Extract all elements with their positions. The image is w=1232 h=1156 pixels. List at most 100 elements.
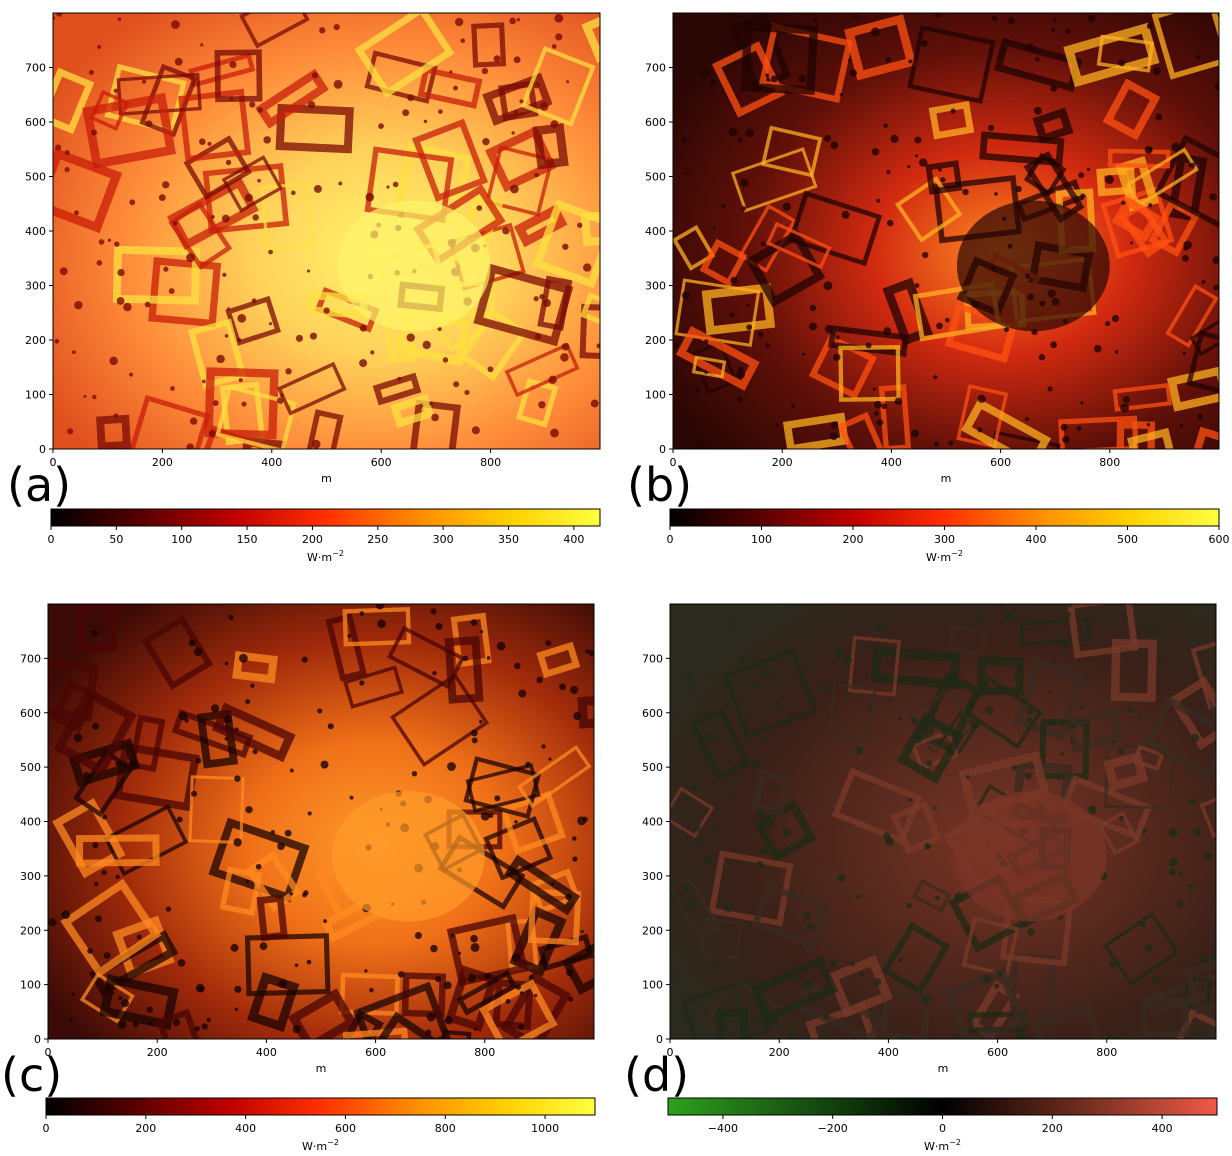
heatmap-image — [669, 603, 1217, 1040]
colorbar: 0 200 400 600 800 1000 W·m−2 — [43, 1097, 596, 1153]
x-tick-label: 600 — [987, 1046, 1008, 1059]
colorbar-label: W·m−2 — [302, 1138, 339, 1153]
colorbar: 0 100 200 300 400 500 600 W·m−2 — [667, 508, 1230, 564]
colorbar-tick-label: −400 — [708, 1122, 738, 1135]
x-tick-label: 600 — [371, 456, 392, 469]
colorbar-tick-label: 350 — [498, 533, 519, 546]
colorbar-tick-label: 200 — [1042, 1122, 1063, 1135]
y-tick-label: 500 — [20, 761, 41, 774]
heatmap-image — [672, 12, 1220, 450]
x-tick-label: 200 — [769, 1046, 790, 1059]
y-tick-label: 200 — [25, 334, 46, 347]
x-axis: 0 200 400 600 800 m — [670, 449, 1120, 485]
x-tick-label: 400 — [878, 1046, 899, 1059]
y-tick-label: 200 — [642, 924, 663, 937]
colorbar-gradient — [669, 508, 1220, 527]
y-tick-label: 700 — [645, 62, 666, 75]
colorbar-tick-label: 0 — [43, 1122, 50, 1135]
x-tick-label: 200 — [152, 456, 173, 469]
colorbar-tick-label: 0 — [667, 533, 674, 546]
x-axis-label: m — [316, 1062, 327, 1075]
y-axis: 0 100 200 300 400 500 600 700 — [645, 62, 673, 456]
colorbar-tick-label: 250 — [367, 533, 388, 546]
y-tick-label: 300 — [642, 870, 663, 883]
colorbar-tick-label: 400 — [1026, 533, 1047, 546]
x-tick-label: 400 — [261, 456, 282, 469]
colorbar-tick-label: −200 — [818, 1122, 848, 1135]
heatmap-texture — [53, 13, 600, 449]
y-tick-label: 400 — [642, 816, 663, 829]
panel-label: (b) — [627, 458, 692, 512]
x-tick-label: 0 — [667, 1046, 674, 1059]
x-tick-label: 0 — [50, 456, 57, 469]
x-tick-label: 200 — [772, 456, 793, 469]
panel-label: (c) — [1, 1048, 62, 1102]
colorbar-label-exponent: −2 — [327, 1138, 339, 1147]
colorbar-tick-label: 200 — [843, 533, 864, 546]
y-tick-label: 100 — [642, 979, 663, 992]
x-tick-label: 600 — [365, 1046, 386, 1059]
y-tick-label: 300 — [25, 280, 46, 293]
colorbar-tick-label: 800 — [435, 1122, 456, 1135]
x-tick-label: 600 — [990, 456, 1011, 469]
y-tick-label: 400 — [20, 816, 41, 829]
colorbar-tick-label: 300 — [934, 533, 955, 546]
colorbar-tick-label: 200 — [302, 533, 323, 546]
x-tick-label: 400 — [881, 456, 902, 469]
colorbar: −400 −200 0 200 400 W·m−2 — [667, 1097, 1218, 1153]
y-tick-label: 500 — [642, 761, 663, 774]
colorbar-tick-label: 600 — [335, 1122, 356, 1135]
y-axis: 0 100 200 300 400 500 600 700 — [642, 652, 670, 1046]
heatmap-image — [47, 603, 595, 1040]
y-tick-label: 600 — [642, 707, 663, 720]
x-tick-label: 200 — [147, 1046, 168, 1059]
colorbar-gradient — [667, 1097, 1218, 1116]
heatmap-background — [670, 604, 1216, 1039]
colorbar-label-exponent: −2 — [951, 549, 963, 558]
colorbar-gradient — [45, 1097, 596, 1116]
y-tick-label: 200 — [20, 924, 41, 937]
heatmap-texture — [48, 604, 594, 1039]
colorbar-tick-label: 1000 — [531, 1122, 559, 1135]
y-tick-label: 300 — [20, 870, 41, 883]
y-tick-label: 300 — [645, 280, 666, 293]
y-tick-label: 500 — [645, 171, 666, 184]
panel-label: (d) — [624, 1048, 689, 1102]
x-axis-label: m — [321, 472, 332, 485]
colorbar-tick-label: 150 — [237, 533, 258, 546]
y-tick-label: 600 — [645, 116, 666, 129]
panel-2: 0 200 400 600 800m0100200300400500600700(b)0… — [627, 12, 1230, 564]
panel-3: 0 200 400 600 800m0100200300400500600700(c)0… — [1, 603, 596, 1153]
colorbar-tick-label: 100 — [751, 533, 772, 546]
y-tick-label: 600 — [20, 707, 41, 720]
colorbar: 0 50 100 150 200 250 300 350 400 W·m−2 — [48, 508, 601, 564]
y-tick-label: 200 — [645, 334, 666, 347]
colorbar-tick-label: 100 — [171, 533, 192, 546]
heatmap-texture — [673, 13, 1219, 449]
y-tick-label: 600 — [25, 116, 46, 129]
y-axis: 0 100 200 300 400 500 600 700 — [25, 62, 53, 456]
colorbar-tick-label: 400 — [563, 533, 584, 546]
y-tick-label: 400 — [645, 225, 666, 238]
y-tick-label: 0 — [39, 443, 46, 456]
y-tick-label: 500 — [25, 171, 46, 184]
y-tick-label: 0 — [659, 443, 666, 456]
x-tick-label: 800 — [1099, 456, 1120, 469]
colorbar-tick-label: 400 — [235, 1122, 256, 1135]
x-tick-label: 0 — [45, 1046, 52, 1059]
colorbar-label: W·m−2 — [307, 549, 344, 564]
y-tick-label: 100 — [25, 389, 46, 402]
colorbar-tick-label: 0 — [48, 533, 55, 546]
heatmap-texture — [670, 604, 1216, 1039]
y-tick-label: 100 — [645, 389, 666, 402]
x-axis: 0 200 400 600 800 m — [50, 449, 501, 485]
y-tick-label: 700 — [20, 652, 41, 665]
y-tick-label: 0 — [656, 1033, 663, 1046]
x-tick-label: 0 — [670, 456, 677, 469]
x-axis: 0 200 400 600 800 m — [667, 1039, 1117, 1075]
panel-1: 0 200 400 600 800m0100200300400500600700(a)0… — [7, 12, 601, 564]
panel-label: (a) — [7, 458, 71, 512]
x-tick-label: 800 — [480, 456, 501, 469]
colorbar-label: W·m−2 — [926, 549, 963, 564]
